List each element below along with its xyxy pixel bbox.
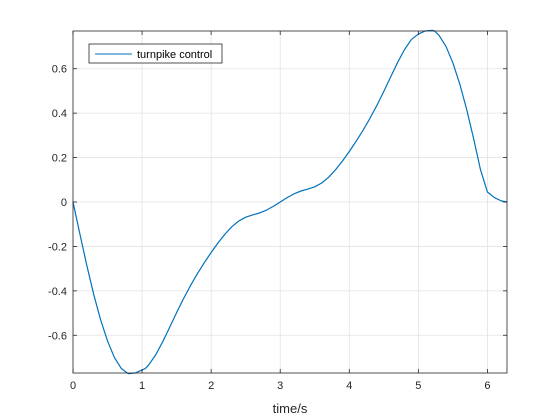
x-tick-label: 5 [415, 380, 421, 392]
y-tick-label: 0.4 [52, 108, 67, 120]
legend: turnpike control [88, 43, 223, 64]
series-line-turnpike-control [72, 29, 508, 375]
y-tick-label: 0 [61, 197, 67, 209]
grid-lines [72, 31, 507, 373]
x-tick-label: 1 [139, 380, 145, 392]
x-tick-label: 4 [346, 380, 352, 392]
y-tick-label: -0.2 [48, 241, 67, 253]
legend-label-turnpike-control: turnpike control [137, 49, 212, 61]
x-tick-label: 2 [208, 380, 214, 392]
x-tick-label: 6 [484, 380, 490, 392]
y-tick-label: 0.2 [52, 153, 67, 165]
y-tick-label: -0.6 [48, 330, 67, 342]
x-tick-labels: 0 1 2 3 4 5 6 [70, 380, 491, 392]
legend-box [88, 43, 223, 64]
y-tick-label: 0.6 [52, 64, 67, 76]
x-tick-label: 0 [70, 380, 76, 392]
tick-marks [72, 31, 507, 373]
x-tick-label: 3 [277, 380, 283, 392]
series-layer [72, 29, 508, 375]
y-tick-labels: -0.6 -0.4 -0.2 0 0.2 0.4 0.6 [48, 64, 67, 343]
x-axis-label: time/s [273, 401, 308, 416]
y-tick-label: -0.4 [48, 286, 67, 298]
